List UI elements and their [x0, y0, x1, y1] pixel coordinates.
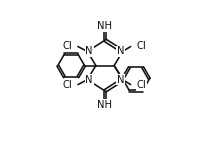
Text: NH: NH	[97, 21, 113, 31]
Text: N: N	[117, 75, 125, 85]
Text: N: N	[85, 75, 93, 85]
Text: Cl: Cl	[136, 41, 146, 51]
Text: Cl: Cl	[136, 80, 146, 90]
Text: Cl: Cl	[63, 41, 72, 51]
Text: N: N	[85, 47, 93, 56]
Text: N: N	[117, 47, 125, 56]
Text: Cl: Cl	[63, 80, 72, 90]
Text: NH: NH	[97, 100, 113, 110]
